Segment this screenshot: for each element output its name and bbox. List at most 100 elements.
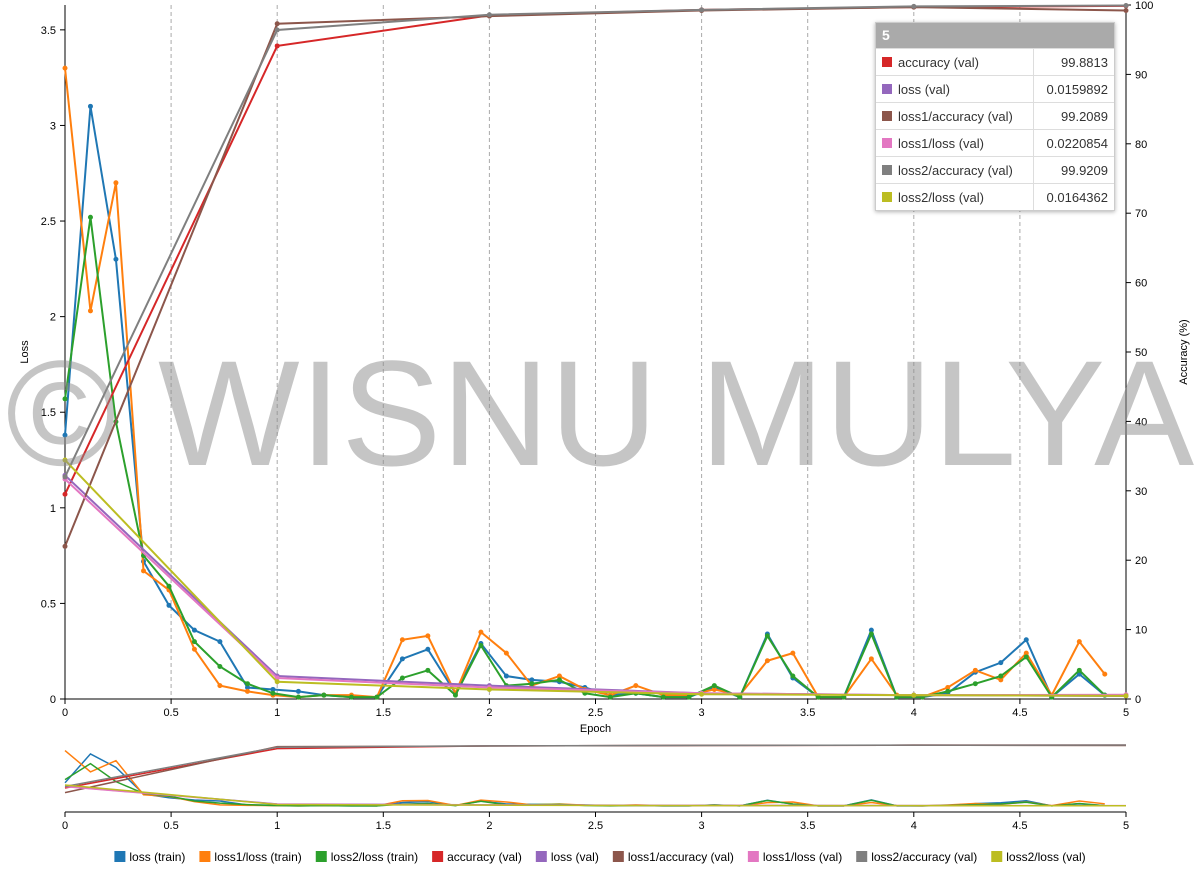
legend-label: accuracy (val) (447, 850, 522, 864)
data-point (503, 673, 509, 679)
legend-swatch (856, 851, 868, 862)
nav-x-tick-label: 2 (486, 820, 492, 832)
data-point (699, 7, 705, 13)
data-point (1076, 667, 1082, 673)
data-point (399, 637, 405, 643)
series-line (64, 4, 1127, 478)
data-point (244, 685, 250, 691)
data-point (1076, 639, 1082, 645)
nav-x-tick-label: 1 (274, 820, 280, 832)
tooltip-value: 99.9209 (1032, 156, 1114, 184)
y2-tick-label: 60 (1135, 278, 1147, 290)
data-point (529, 677, 535, 683)
legend-swatch (432, 851, 444, 862)
tooltip-value: 0.0220854 (1032, 129, 1114, 157)
data-point (270, 686, 276, 692)
data-point (998, 673, 1004, 679)
data-point (633, 683, 639, 689)
tooltip-swatch (882, 56, 892, 67)
tooltip: 5 accuracy (val) 99.8813 loss (val) 0.01598… (875, 22, 1115, 211)
x-tick-label: 5 (1123, 707, 1129, 719)
nav-x-tick-label: 3 (699, 820, 705, 832)
y-tick-label: 1.5 (41, 407, 56, 419)
nav-x-tick-label: 0.5 (163, 820, 178, 832)
data-point (399, 656, 405, 662)
nav-x-tick-label: 0 (62, 820, 68, 832)
data-point (217, 663, 223, 669)
tooltip-name: loss2/loss (val) (876, 183, 1033, 210)
series-line (64, 784, 1127, 807)
data-point (998, 660, 1004, 666)
legend-label: loss (val) (551, 850, 599, 864)
y-tick-label: 3.5 (41, 25, 56, 37)
data-point (348, 694, 354, 700)
data-point (87, 308, 93, 314)
tooltip-row: accuracy (val) 99.8813 (876, 48, 1114, 76)
data-point (503, 650, 509, 656)
x-tick-label: 3 (699, 707, 705, 719)
data-point (62, 432, 68, 438)
x-tick-label: 0 (62, 707, 68, 719)
data-point (62, 543, 68, 549)
y-tick-label: 2 (50, 312, 56, 324)
data-point (711, 683, 717, 689)
legend-label: loss2/accuracy (val) (871, 850, 977, 864)
y-tick-label: 0.5 (41, 598, 56, 610)
series-line (64, 744, 1127, 794)
x-tick-label: 2 (486, 707, 492, 719)
data-point (452, 692, 458, 698)
y-axis-label: Loss (19, 340, 31, 364)
x-tick-label: 1.5 (376, 707, 391, 719)
data-point (711, 686, 717, 692)
data-point (399, 675, 405, 681)
nav-x-tick-label: 3.5 (800, 820, 815, 832)
tooltip-series-name: accuracy (val) (898, 54, 979, 70)
data-point (478, 629, 484, 635)
data-point (1123, 693, 1129, 699)
tooltip-value: 99.2089 (1032, 102, 1114, 130)
data-point (660, 694, 666, 700)
x-tick-label: 3.5 (800, 707, 815, 719)
data-point (217, 683, 223, 689)
data-point (244, 681, 250, 687)
data-point (790, 650, 796, 656)
tooltip-name: loss (val) (876, 75, 1033, 103)
tooltip-name: loss1/accuracy (val) (876, 102, 1033, 130)
nav-x-tick-label: 1.5 (376, 820, 391, 832)
data-point (868, 656, 874, 662)
data-point (972, 667, 978, 673)
data-point (87, 103, 93, 109)
series-line (64, 6, 1127, 547)
tooltip-value: 0.0159892 (1032, 75, 1114, 103)
tooltip-name: loss1/loss (val) (876, 129, 1033, 157)
data-point (486, 686, 492, 692)
data-point (911, 3, 917, 9)
series-line (64, 474, 1127, 697)
data-point (274, 21, 280, 27)
tooltip-series-name: loss2/loss (val) (898, 189, 984, 205)
y2-tick-label: 50 (1135, 347, 1147, 359)
x-tick-label: 4 (911, 707, 917, 719)
nav-x-tick-label: 4 (911, 820, 917, 832)
data-point (113, 180, 119, 186)
tooltip-swatch (882, 83, 892, 94)
watermark: © WISNU MULYA (6, 329, 1194, 497)
data-point (868, 627, 874, 633)
data-point (699, 691, 705, 697)
data-point (425, 646, 431, 652)
y-tick-label: 3 (50, 120, 56, 132)
tooltip-row: loss (val) 0.0159892 (876, 75, 1114, 103)
y2-tick-label: 100 (1135, 0, 1153, 12)
x-tick-label: 4.5 (1012, 707, 1027, 719)
data-point (911, 692, 917, 698)
legend-label: loss1/loss (val) (763, 850, 842, 864)
series-line (64, 459, 1127, 697)
data-point (113, 256, 119, 262)
data-point (529, 681, 535, 687)
tooltip-value: 0.0164362 (1032, 183, 1114, 210)
legend-label: loss2/loss (val) (1006, 850, 1085, 864)
data-point (764, 658, 770, 664)
data-point (1123, 7, 1129, 13)
